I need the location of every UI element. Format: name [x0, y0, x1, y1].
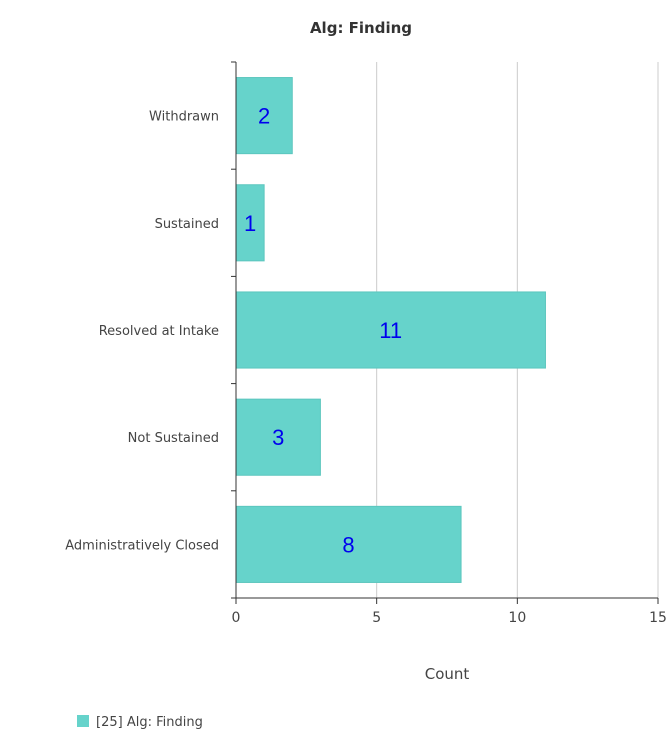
- x-tick-label: 10: [508, 610, 526, 626]
- data-label: 2: [258, 104, 270, 129]
- bar[interactable]: [235, 77, 293, 155]
- data-label: 1: [244, 211, 256, 236]
- bar[interactable]: [235, 184, 265, 262]
- data-label: 8: [342, 532, 354, 557]
- legend-label: [25] Alg: Finding: [96, 715, 203, 730]
- category-label: Sustained: [155, 217, 219, 232]
- x-tick-label: 0: [232, 610, 241, 626]
- x-axis-title: Count: [425, 665, 470, 683]
- bar[interactable]: [235, 398, 321, 476]
- labels: Withdrawn 2 Sustained 1 Resolved at Intake 11…: [65, 104, 667, 626]
- chart-title: Alg: Finding: [310, 19, 412, 37]
- bar[interactable]: [235, 291, 546, 369]
- data-label: 11: [379, 318, 402, 343]
- category-label: Withdrawn: [149, 110, 219, 125]
- category-label: Administratively Closed: [65, 538, 219, 553]
- bar[interactable]: [235, 505, 462, 583]
- legend-swatch: [77, 715, 89, 727]
- data-label: 3: [272, 425, 284, 450]
- x-tick-label: 15: [649, 610, 667, 626]
- x-tick-label: 5: [372, 610, 381, 626]
- legend[interactable]: [25] Alg: Finding: [77, 715, 203, 730]
- category-label: Resolved at Intake: [99, 324, 219, 339]
- axes: [231, 61, 659, 604]
- category-label: Not Sustained: [128, 431, 219, 446]
- bars: [235, 77, 546, 583]
